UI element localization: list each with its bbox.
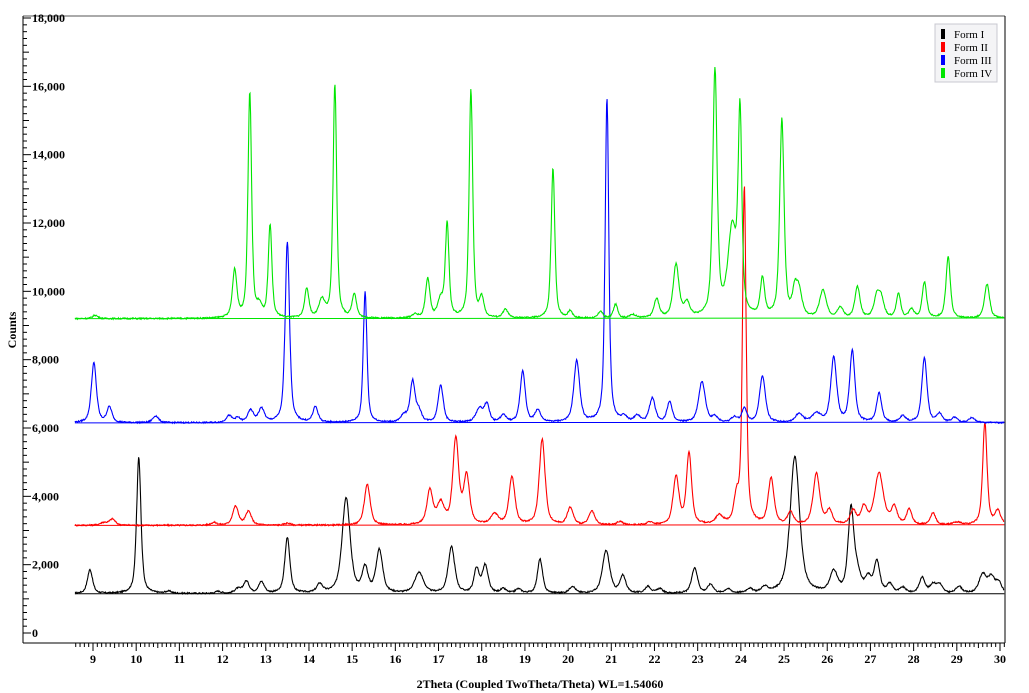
series-line-form-iii	[74, 99, 1005, 425]
legend-swatch-form-iii	[941, 55, 945, 65]
y-tick-label: 16,000	[32, 79, 65, 93]
series-line-form-i	[74, 455, 1005, 596]
x-tick-label: 21	[605, 652, 617, 666]
series-group	[74, 66, 1005, 596]
legend: Form I Form II Form III Form IV	[934, 23, 998, 83]
baseline-form-iii	[74, 421, 1005, 424]
x-tick-label: 11	[174, 652, 185, 666]
x-tick-label: 22	[648, 652, 660, 666]
x-tick-label: 25	[778, 652, 790, 666]
y-tick-label: 10,000	[32, 284, 65, 298]
x-tick-label: 19	[519, 652, 531, 666]
y-tick-label: 6,000	[32, 421, 59, 435]
legend-label-form-iii: Form III	[954, 55, 992, 67]
x-tick-label: 16	[389, 652, 401, 666]
x-tick-label: 15	[346, 652, 358, 666]
x-tick-label: 20	[562, 652, 574, 666]
x-axis-title: 2Theta (Coupled TwoTheta/Theta) WL=1.540…	[417, 677, 664, 691]
y-tick-label: 4,000	[32, 489, 59, 503]
y-tick-label: 12,000	[32, 216, 65, 230]
x-tick-label: 27	[864, 652, 876, 666]
legend-label-form-iv: Form IV	[954, 68, 992, 80]
x-tick-label: 17	[433, 652, 445, 666]
legend-label-form-i: Form I	[954, 29, 985, 41]
y-axis-ticks: 0 2,000 4,000 6,000 8,000 10,000 12,000 14,000 1…	[23, 11, 65, 640]
y-tick-label: 8,000	[32, 353, 59, 367]
baseline-form-iv	[74, 317, 1005, 320]
x-tick-label: 10	[130, 652, 142, 666]
x-tick-label: 18	[476, 652, 488, 666]
y-tick-label: 18,000	[32, 11, 65, 25]
y-axis-title: Counts	[5, 311, 19, 348]
y-tick-label: 2,000	[32, 558, 59, 572]
legend-box	[934, 23, 998, 83]
baseline-form-ii	[74, 524, 1005, 526]
legend-swatch-form-iv	[941, 68, 945, 78]
x-tick-label: 13	[260, 652, 272, 666]
x-tick-label: 24	[735, 652, 747, 666]
x-axis-ticks: 9 10 11 12 13 14 15 16 17 18 19 20 21 22 23 24 25 26 27 28 2…	[75, 643, 1006, 666]
x-tick-label: 12	[217, 652, 229, 666]
x-tick-label: 28	[908, 652, 920, 666]
x-tick-label: 29	[951, 652, 963, 666]
legend-swatch-form-i	[941, 29, 945, 39]
legend-swatch-form-ii	[941, 42, 945, 52]
x-tick-label: 9	[90, 652, 96, 666]
y-tick-label: 14,000	[32, 148, 65, 162]
x-tick-label: 14	[303, 652, 315, 666]
x-tick-label: 26	[821, 652, 833, 666]
y-tick-label: 0	[32, 626, 38, 640]
x-tick-label: 30	[994, 652, 1006, 666]
series-line-form-iv	[74, 66, 1005, 321]
x-tick-label: 23	[692, 652, 704, 666]
legend-label-form-ii: Form II	[954, 42, 988, 54]
series-line-form-ii	[74, 186, 1005, 528]
